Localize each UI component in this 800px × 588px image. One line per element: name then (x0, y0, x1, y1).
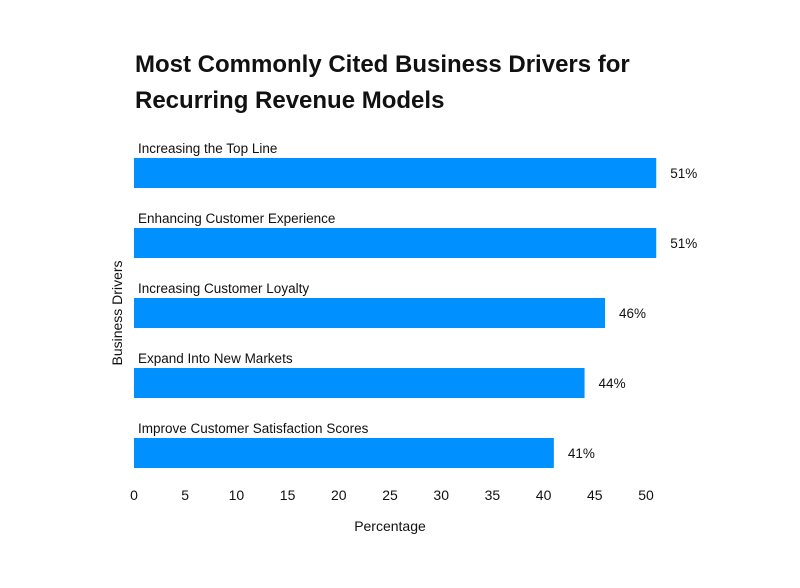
bar (134, 368, 585, 398)
bar-group: Improve Customer Satisfaction Scores 41% (134, 421, 595, 468)
x-tick-label: 0 (130, 487, 138, 503)
category-label: Increasing Customer Loyalty (138, 281, 309, 296)
bar (134, 298, 606, 328)
bar (134, 158, 657, 188)
chart-title-line-1: Most Commonly Cited Business Drivers for (135, 51, 630, 78)
bar-group: Increasing Customer Loyalty 46% (134, 281, 646, 328)
data-label: 51% (670, 236, 697, 251)
x-tick-label: 20 (331, 487, 347, 503)
x-tick-label: 10 (229, 487, 245, 503)
category-label: Improve Customer Satisfaction Scores (138, 421, 369, 436)
x-tick-label: 15 (280, 487, 296, 503)
data-label: 46% (619, 306, 646, 321)
category-label: Enhancing Customer Experience (138, 211, 335, 226)
category-label: Expand Into New Markets (138, 351, 293, 366)
bar-group: Enhancing Customer Experience 51% (134, 211, 697, 258)
bar (134, 438, 554, 468)
data-label: 44% (599, 376, 626, 391)
chart-title-line-2: Recurring Revenue Models (135, 87, 445, 114)
data-label: 41% (568, 446, 595, 461)
bar-group: Expand Into New Markets 44% (134, 351, 626, 398)
data-label: 51% (670, 166, 697, 181)
y-axis-label: Business Drivers (109, 260, 125, 365)
x-tick-label: 50 (638, 487, 654, 503)
x-tick-label: 40 (536, 487, 552, 503)
x-tick-label: 45 (587, 487, 603, 503)
x-tick-label: 35 (485, 487, 501, 503)
x-tick-label: 30 (433, 487, 449, 503)
bar-group: Increasing the Top Line 51% (134, 141, 697, 188)
x-tick-label: 5 (181, 487, 189, 503)
x-axis-label: Percentage (354, 518, 426, 534)
x-tick-label: 25 (382, 487, 398, 503)
bar (134, 228, 657, 258)
chart-title: Most Commonly Cited Business Drivers for… (135, 47, 695, 119)
category-label: Increasing the Top Line (138, 141, 277, 156)
